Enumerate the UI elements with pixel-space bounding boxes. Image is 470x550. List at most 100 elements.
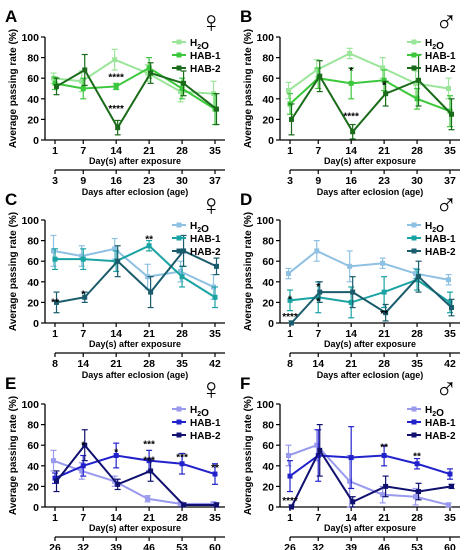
significance-marker: * — [81, 440, 85, 451]
age-tick-label: 46 — [378, 542, 390, 550]
x-tick-label: 35 — [444, 145, 456, 157]
data-point — [148, 289, 154, 295]
x-axis-label: Day(s) after exposure — [89, 523, 181, 533]
data-point — [112, 246, 118, 252]
data-point — [416, 274, 422, 280]
y-tick-label: 60 — [27, 73, 39, 85]
y-tick-label: 40 — [27, 94, 39, 106]
y-tick-label: 0 — [33, 135, 39, 147]
data-point — [348, 299, 354, 305]
data-point — [449, 483, 454, 489]
y-tick-label: 40 — [262, 461, 274, 473]
age-tick-label: 60 — [444, 542, 456, 550]
data-point — [113, 453, 119, 458]
data-point — [82, 294, 88, 300]
data-point — [383, 91, 389, 97]
chart-panel-f: F ♂ Average passing rate (%) 0 20 40 60 80 100 1 7… — [240, 373, 460, 550]
significance-marker: ** — [380, 309, 388, 320]
data-point — [148, 70, 154, 76]
data-point — [79, 78, 85, 84]
age-tick-label: 32 — [77, 542, 89, 550]
y-tick-label: 40 — [262, 277, 274, 289]
legend-label: HAB-2 — [425, 247, 456, 258]
sex-symbol-icon: ♂ — [435, 373, 458, 406]
x-tick-label: 14 — [110, 328, 122, 340]
chart-panel-e: E ♀ Average passing rate (%) 0 20 40 60 80 100 1 7… — [5, 373, 225, 550]
data-point — [214, 106, 219, 112]
data-point — [287, 297, 293, 303]
legend-label: H2O — [190, 405, 209, 419]
age-tick-label: 53 — [411, 542, 423, 550]
data-point — [115, 481, 121, 487]
y-axis-label: Average passing rate (%) — [8, 212, 19, 331]
data-point — [348, 455, 354, 461]
x-tick-label: 7 — [315, 512, 321, 524]
sex-symbol-icon: ♀ — [200, 189, 223, 222]
data-point — [115, 258, 121, 264]
legend-label: HAB-2 — [190, 64, 221, 75]
significance-marker: **** — [343, 111, 359, 122]
data-point — [80, 463, 86, 469]
data-point — [145, 70, 151, 76]
chart-panel-a: A ♀ Average passing rate (%) 0 20 40 60 80 100 1 7… — [5, 6, 225, 197]
y-tick-label: 100 — [256, 399, 274, 411]
significance-marker: **** — [282, 496, 298, 507]
y-tick-label: 60 — [262, 256, 274, 268]
x-tick-label: 21 — [143, 328, 155, 340]
series-line — [53, 247, 214, 288]
x-tick-label: 1 — [52, 145, 58, 157]
age-tick-label: 42 — [209, 358, 221, 370]
significance-marker: **** — [282, 312, 298, 323]
data-point — [381, 289, 387, 295]
significance-marker: ** — [211, 463, 219, 474]
y-tick-label: 0 — [33, 318, 39, 330]
x-tick-label: 28 — [411, 328, 423, 340]
y-tick-label: 20 — [262, 481, 274, 493]
legend-label: H2O — [190, 221, 209, 235]
data-point — [181, 502, 187, 508]
y-tick-label: 80 — [27, 53, 39, 65]
age-axis-label: Days after eclosion (age) — [317, 370, 424, 380]
data-point — [449, 111, 454, 117]
data-point — [380, 260, 386, 266]
x-tick-label: 7 — [315, 328, 321, 340]
data-point — [146, 65, 152, 71]
x-tick-label: 21 — [143, 512, 155, 524]
y-tick-label: 60 — [262, 440, 274, 452]
age-axis-label: Days after eclosion (age) — [82, 187, 189, 197]
age-tick-label: 9 — [315, 175, 321, 187]
legend-label: HAB-2 — [190, 431, 221, 442]
data-point — [416, 489, 422, 495]
panel-letter: F — [240, 374, 250, 393]
data-point — [79, 253, 85, 259]
data-point — [289, 320, 294, 326]
x-tick-label: 1 — [287, 145, 293, 157]
data-point — [314, 442, 320, 448]
legend-swatch-marker — [411, 222, 417, 228]
x-tick-label: 35 — [444, 512, 456, 524]
age-tick-label: 14 — [77, 358, 89, 370]
age-tick-label: 28 — [378, 358, 390, 370]
age-tick-label: 35 — [176, 358, 188, 370]
data-point — [380, 492, 386, 498]
data-point — [52, 475, 58, 481]
data-point — [51, 458, 56, 464]
data-point — [350, 129, 356, 135]
age-tick-label: 26 — [284, 542, 296, 550]
y-tick-label: 60 — [27, 256, 39, 268]
x-tick-label: 28 — [176, 145, 188, 157]
data-point — [317, 73, 323, 79]
data-point — [317, 289, 323, 295]
data-point — [289, 504, 294, 510]
legend-swatch-marker — [411, 52, 417, 58]
legend-label: HAB-1 — [190, 51, 221, 62]
data-point — [347, 50, 353, 56]
legend-swatch-marker — [176, 406, 182, 412]
y-tick-label: 80 — [262, 53, 274, 65]
legend-label: HAB-1 — [425, 418, 456, 429]
legend-label: H2O — [425, 38, 444, 52]
age-tick-label: 8 — [52, 358, 58, 370]
data-point — [214, 502, 219, 508]
x-tick-label: 7 — [80, 328, 86, 340]
data-point — [80, 86, 86, 91]
